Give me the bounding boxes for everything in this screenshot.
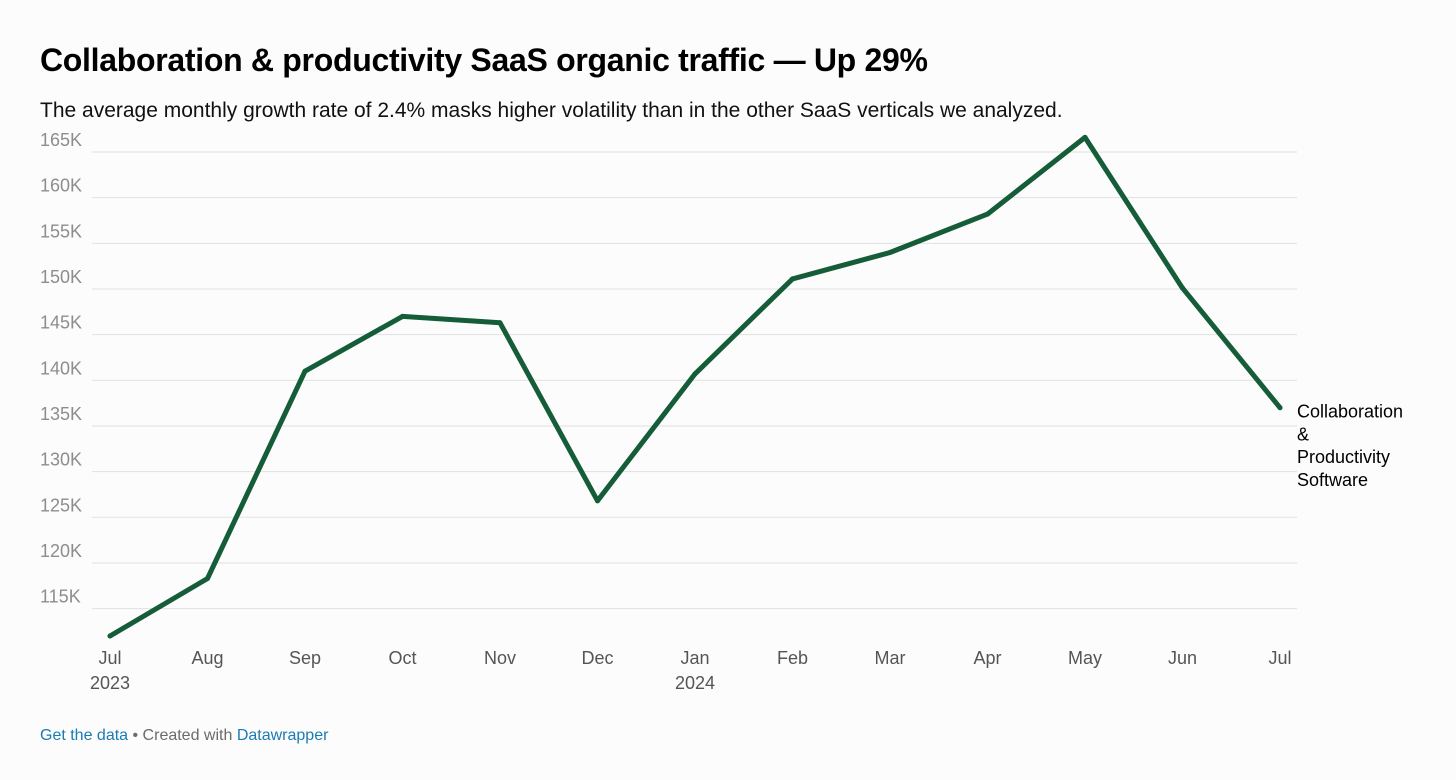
- y-tick-label: 120K: [40, 541, 82, 561]
- series-end-label-line: Software: [1297, 470, 1368, 490]
- x-tick-label: May: [1068, 648, 1102, 668]
- series-end-label-line: &: [1297, 424, 1309, 444]
- y-tick-label: 155K: [40, 221, 82, 241]
- x-tick-label: Nov: [484, 648, 516, 668]
- data-point: [692, 371, 698, 377]
- data-point: [205, 575, 210, 581]
- y-tick-label: 140K: [40, 358, 82, 378]
- y-tick-label: 135K: [40, 404, 82, 424]
- x-tick-label: Oct: [388, 648, 416, 668]
- x-tick-label: Mar: [875, 648, 906, 668]
- x-tick-year-label: 2024: [675, 673, 715, 693]
- data-point: [595, 498, 600, 504]
- x-tick-label: Apr: [973, 648, 1001, 668]
- y-tick-label: 130K: [40, 450, 82, 470]
- series-line: [107, 134, 1283, 639]
- series-end-label-line: Productivity: [1297, 447, 1390, 467]
- x-tick-label: Dec: [581, 648, 613, 668]
- get-the-data-link[interactable]: Get the data: [40, 727, 129, 744]
- x-tick-year-label: 2023: [90, 673, 130, 693]
- y-tick-label: 115K: [40, 587, 81, 607]
- y-tick-label: 150K: [40, 267, 82, 287]
- datawrapper-link[interactable]: Datawrapper: [236, 727, 329, 744]
- line-chart: 115K 120K 125K 130K 135K 140K 145K 150K 155K 160K…: [40, 130, 1403, 693]
- data-point: [302, 368, 308, 374]
- data-point: [1180, 285, 1185, 291]
- data-point: [1277, 405, 1283, 411]
- x-tick-label: Jan: [680, 648, 709, 668]
- y-tick-label: 125K: [40, 495, 82, 515]
- chart-subtitle: The average monthly growth rate of 2.4% …: [40, 99, 1063, 122]
- data-point: [887, 249, 893, 255]
- chart-title: Collaboration & productivity SaaS organi…: [40, 42, 928, 78]
- data-point: [985, 211, 990, 217]
- footer-separator: • Created with: [128, 727, 237, 744]
- x-axis-ticks: Jul 2023 Aug Sep Oct Nov Dec Jan 2024 Feb Mar Apr Ma…: [90, 648, 1292, 693]
- series-end-label-line: Collaboration: [1297, 402, 1403, 422]
- data-point: [400, 313, 405, 319]
- data-point: [497, 320, 503, 326]
- series-end-label: Collaboration & Productivity Software: [1297, 402, 1403, 490]
- y-tick-label: 160K: [40, 176, 82, 196]
- y-tick-label: 165K: [40, 130, 82, 150]
- y-axis-ticks: 115K 120K 125K 130K 135K 140K 145K 150K 155K 160K…: [40, 130, 82, 607]
- data-point: [107, 633, 113, 639]
- chart-footer: Get the data • Created with Datawrapper: [40, 725, 328, 747]
- x-tick-label: Jul: [1268, 648, 1291, 668]
- x-tick-label: Aug: [191, 648, 223, 668]
- y-tick-label: 145K: [40, 313, 82, 333]
- gridlines: [92, 151, 1297, 610]
- series-labels: Collaboration & Productivity Software: [1297, 402, 1403, 490]
- x-tick-label: Sep: [289, 648, 321, 668]
- x-tick-label: Feb: [777, 648, 808, 668]
- data-point: [1082, 134, 1088, 140]
- x-tick-label: Jul: [98, 648, 121, 668]
- x-tick-label: Jun: [1168, 648, 1197, 668]
- data-point: [790, 276, 795, 282]
- series-lines: [107, 134, 1283, 639]
